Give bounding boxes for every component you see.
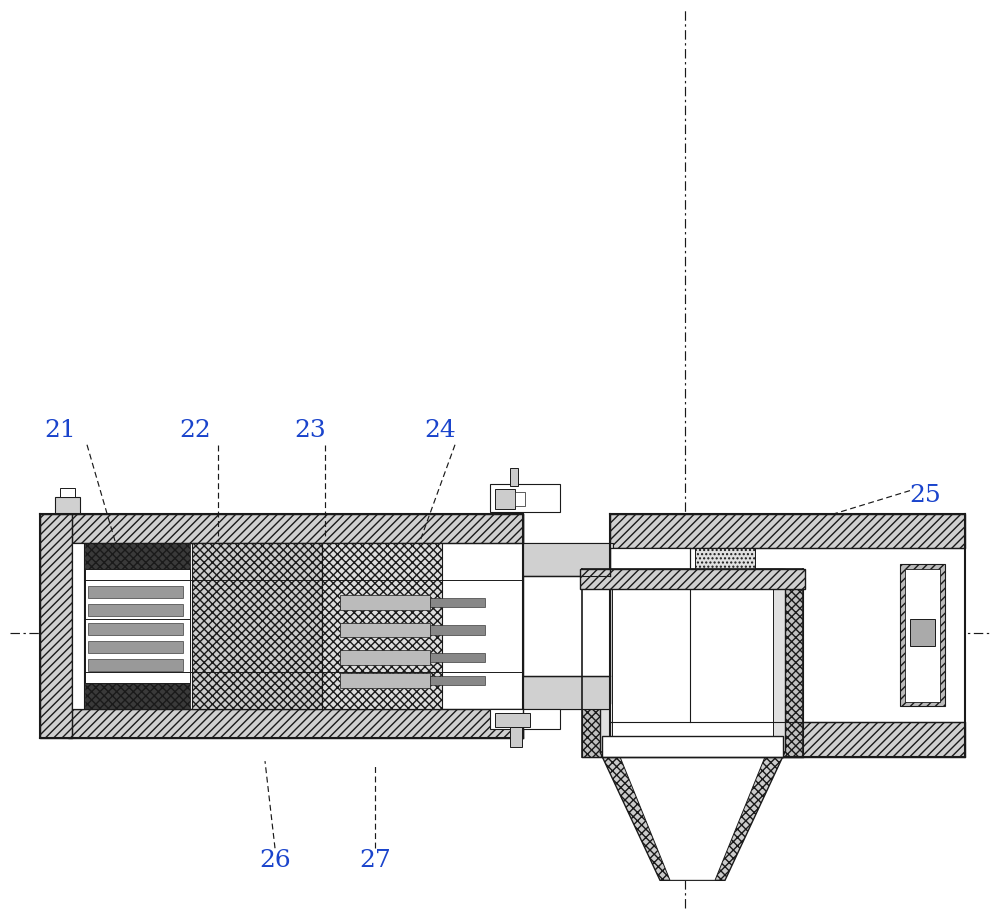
Bar [610, 548, 965, 722]
Bar [900, 564, 945, 706]
Bar [430, 625, 485, 635]
Bar [340, 650, 430, 665]
Text: 22: 22 [179, 419, 211, 443]
Bar [523, 676, 610, 709]
Bar [610, 722, 965, 757]
Bar [490, 484, 560, 512]
Bar [730, 569, 755, 757]
Bar [340, 673, 430, 688]
Text: 21: 21 [44, 419, 76, 443]
Bar [85, 543, 190, 709]
Bar [60, 488, 75, 497]
Bar [910, 619, 935, 646]
Text: 23: 23 [294, 419, 326, 443]
Bar [88, 659, 183, 671]
Bar [68, 543, 523, 709]
Bar [430, 653, 485, 662]
Bar [515, 492, 525, 506]
Bar [490, 709, 560, 729]
Bar [610, 548, 690, 722]
Bar [88, 586, 183, 598]
Bar [510, 468, 518, 486]
Text: 27: 27 [359, 848, 391, 872]
Bar [430, 676, 485, 685]
Bar [695, 548, 755, 722]
Bar [88, 641, 183, 653]
Text: 26: 26 [259, 848, 291, 872]
Bar [68, 709, 523, 738]
Bar [655, 569, 730, 757]
Polygon shape [618, 752, 767, 880]
Bar [602, 736, 783, 757]
Polygon shape [600, 752, 785, 880]
Text: 24: 24 [424, 419, 456, 443]
Bar [523, 576, 610, 676]
Bar [580, 569, 805, 589]
Bar [88, 604, 183, 616]
Bar [495, 713, 530, 727]
Bar [630, 569, 655, 757]
Bar [192, 543, 322, 709]
Bar [322, 543, 442, 709]
Bar [523, 543, 613, 576]
Bar [600, 569, 785, 752]
Bar [602, 569, 630, 757]
Bar [523, 543, 610, 576]
Bar [905, 569, 940, 702]
Bar [610, 514, 965, 548]
Bar [523, 576, 613, 676]
Bar [612, 569, 773, 752]
Bar [430, 598, 485, 607]
Bar [340, 623, 430, 637]
Bar [72, 543, 84, 709]
Bar [582, 569, 604, 757]
Bar [755, 569, 783, 757]
Bar [340, 595, 430, 610]
Bar [40, 514, 72, 738]
Bar [510, 727, 522, 747]
Text: 25: 25 [909, 483, 941, 507]
Bar [55, 497, 80, 514]
Bar [781, 569, 803, 757]
Bar [88, 623, 183, 635]
Bar [523, 676, 613, 709]
Bar [495, 489, 515, 509]
Bar [85, 569, 190, 683]
Bar [68, 514, 523, 543]
